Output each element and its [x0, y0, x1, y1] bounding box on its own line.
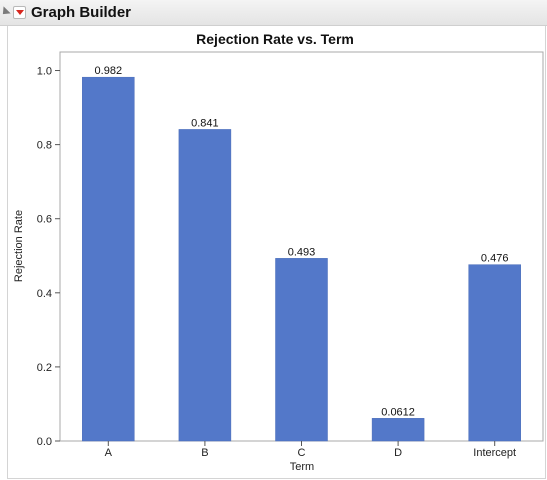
bar-value-label: 0.476 — [481, 253, 509, 265]
x-tick-label: D — [394, 447, 402, 459]
bar-c[interactable] — [275, 258, 328, 442]
y-axis-ticks: 0.0 0.2 0.4 0.6 0.8 1.0 — [37, 66, 60, 448]
x-axis-label: Term — [290, 461, 314, 473]
x-tick-label: B — [201, 447, 208, 459]
red-triangle-menu-icon[interactable] — [13, 6, 26, 19]
y-tick-label: 0.8 — [37, 140, 52, 152]
bar-value-label: 0.982 — [95, 65, 123, 77]
y-axis-label: Rejection Rate — [13, 210, 25, 282]
bar-value-label: 0.493 — [288, 246, 316, 258]
y-tick-label: 0.4 — [37, 288, 52, 300]
x-axis-ticks: A B C D Intercept — [105, 441, 516, 459]
x-tick-label: C — [298, 447, 306, 459]
chart-title: Rejection Rate vs. Term — [196, 31, 354, 47]
y-tick-label: 1.0 — [37, 66, 52, 78]
y-tick-label: 0.2 — [37, 362, 52, 374]
y-tick-label: 0.6 — [37, 214, 52, 226]
graph-frame — [7, 26, 546, 479]
platform-title: Graph Builder — [31, 4, 132, 21]
x-tick-label: Intercept — [473, 447, 516, 459]
bar-intercept[interactable] — [468, 264, 521, 442]
red-triangle-glyph — [16, 10, 24, 15]
bars: 0.982 0.841 0.493 0.0612 0.476 — [82, 65, 521, 442]
bar-value-label: 0.841 — [191, 117, 219, 129]
bar-value-label: 0.0612 — [381, 406, 415, 418]
outline-header: Graph Builder — [0, 0, 547, 26]
bar-d[interactable] — [371, 418, 425, 442]
x-tick-label: A — [105, 447, 113, 459]
bar-a[interactable] — [82, 76, 135, 442]
y-tick-label: 0.0 — [37, 436, 52, 448]
bar-b[interactable] — [178, 129, 232, 442]
